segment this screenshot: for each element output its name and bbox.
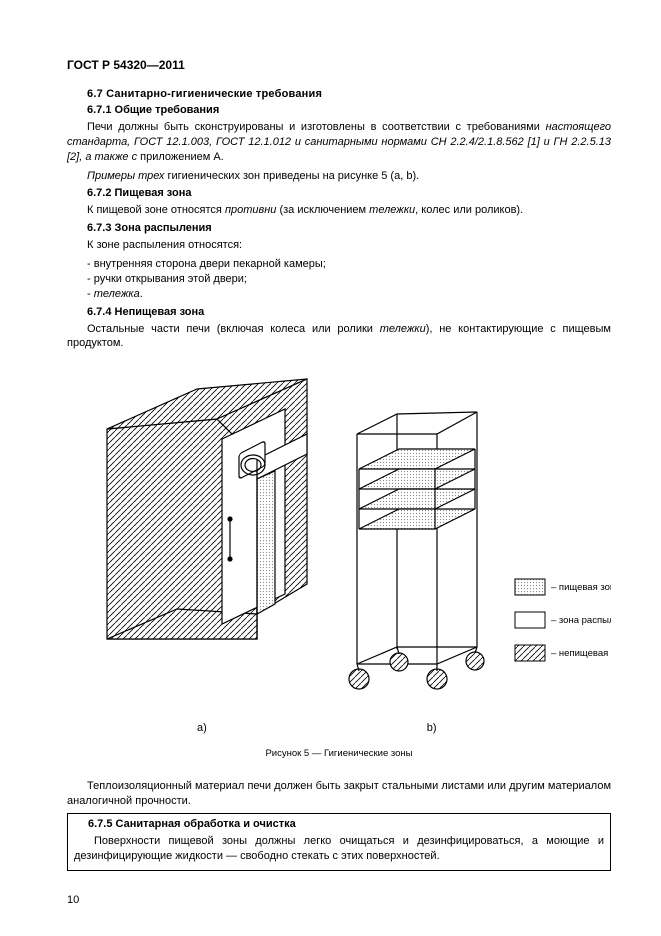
section-6-7-title: 6.7 Санитарно-гигиенические требования (87, 88, 611, 100)
figure-caption: Рисунок 5 — Гигиенические зоны (67, 748, 611, 759)
text: К пищевой зоне относятся (87, 204, 225, 216)
para-after-figure: Теплоизоляционный материал печи должен б… (67, 779, 611, 809)
page-number: 10 (67, 894, 79, 906)
para-6-7-4: Остальные части печи (включая колеса или… (67, 322, 611, 352)
text: , колес или роликов). (415, 204, 523, 216)
boxed-section: 6.7.5 Санитарная обработка и очистка Пов… (67, 813, 611, 871)
para-6-7-3-intro: К зоне распыления относятся: (67, 238, 611, 253)
legend-label: – непищевая зона (551, 648, 611, 659)
trolley-drawing (349, 412, 484, 689)
section-6-7-5-title: 6.7.5 Санитарная обработка и очистка (88, 818, 604, 830)
legend: – пищевая зона; – зона распыления; – неп… (507, 569, 611, 669)
section-6-7-4-title: 6.7.4 Непищевая зона (87, 306, 611, 318)
list-6-7-3: внутренняя сторона двери пекарной камеры… (67, 257, 611, 302)
figure-labels: a) b) (67, 722, 611, 734)
text-italic: тележки (369, 204, 415, 216)
para-6-7-1-a: Печи должны быть сконструированы и изгот… (67, 120, 611, 165)
legend-label: – пищевая зона; (551, 582, 611, 593)
figure-label-a: a) (197, 722, 207, 734)
text: (за исключением (276, 204, 369, 216)
document-header: ГОСТ Р 54320—2011 (67, 58, 611, 72)
para-6-7-2: К пищевой зоне относятся противни (за ис… (67, 203, 611, 218)
text: приложением А. (137, 151, 224, 163)
para-6-7-1-b: Примеры трех гигиенических зон приведены… (67, 169, 611, 184)
figure-5: – пищевая зона; – зона распыления; – неп… (67, 359, 611, 759)
figure-svg: – пищевая зона; – зона распыления; – неп… (67, 359, 611, 719)
list-item: тележка. (67, 287, 611, 302)
list-item: внутренняя сторона двери пекарной камеры… (67, 257, 611, 272)
figure-label-b: b) (427, 722, 437, 734)
para-6-7-5: Поверхности пищевой зоны должны легко оч… (74, 834, 604, 864)
text: гигиенических зон приведены на рисунке 5… (164, 170, 419, 182)
text: . (140, 288, 143, 300)
text-italic: тележка (94, 288, 140, 300)
text-italic: противни (225, 204, 276, 216)
text: Печи должны быть сконструированы и изгот… (87, 121, 546, 133)
section-6-7-1-title: 6.7.1 Общие требования (87, 104, 611, 116)
text-italic: тележки (380, 323, 426, 335)
list-item: ручки открывания этой двери; (67, 272, 611, 287)
text: Остальные части печи (включая колеса или… (87, 323, 380, 335)
section-6-7-2-title: 6.7.2 Пищевая зона (87, 187, 611, 199)
text-italic: Примеры трех (87, 170, 164, 182)
legend-label: – зона распыления; (551, 615, 611, 626)
oven-drawing (107, 379, 307, 639)
section-6-7-3-title: 6.7.3 Зона распыления (87, 222, 611, 234)
